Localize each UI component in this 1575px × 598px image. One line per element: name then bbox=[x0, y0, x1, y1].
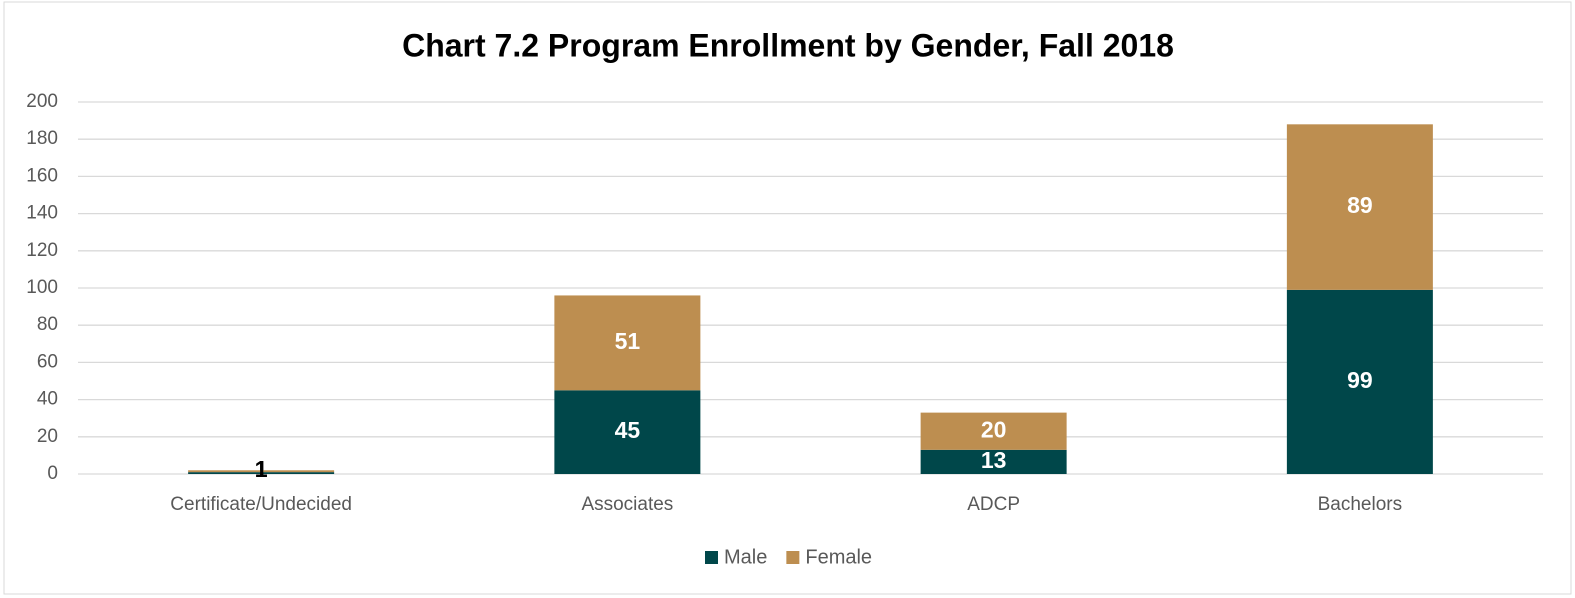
bar-segment bbox=[1286, 124, 1433, 290]
bar-segment bbox=[920, 412, 1067, 450]
y-tick-label: 40 bbox=[37, 389, 58, 410]
bar-segment bbox=[188, 472, 335, 474]
data-label: 20 bbox=[981, 416, 1007, 442]
data-label: 1 bbox=[255, 456, 268, 482]
legend-swatch bbox=[786, 551, 800, 564]
y-tick-label: 200 bbox=[26, 91, 58, 112]
y-tick-label: 0 bbox=[47, 463, 58, 484]
chart-title: Chart 7.2 Program Enrollment by Gender, … bbox=[402, 27, 1174, 63]
y-tick-label: 120 bbox=[26, 240, 58, 261]
legend-label: Male bbox=[724, 546, 767, 568]
y-tick-label: 140 bbox=[26, 203, 58, 224]
data-label: 45 bbox=[615, 417, 641, 443]
y-tick-label: 100 bbox=[26, 277, 58, 298]
x-tick-label: Associates bbox=[581, 494, 673, 515]
y-tick-label: 60 bbox=[37, 351, 58, 372]
data-label: 99 bbox=[1347, 367, 1373, 393]
bar-segment bbox=[188, 470, 335, 473]
data-label: 51 bbox=[615, 328, 641, 354]
x-tick-label: Certificate/Undecided bbox=[170, 494, 352, 515]
x-tick-label: ADCP bbox=[967, 494, 1020, 515]
data-label: 13 bbox=[981, 447, 1007, 473]
y-tick-label: 160 bbox=[26, 165, 58, 186]
y-tick-label: 80 bbox=[37, 314, 58, 335]
y-tick-label: 180 bbox=[26, 128, 58, 149]
bar-segment bbox=[554, 295, 701, 391]
legend-swatch bbox=[705, 551, 718, 564]
data-label: 1 bbox=[255, 456, 268, 482]
bar-segment bbox=[1286, 289, 1433, 474]
x-tick-label: Bachelors bbox=[1318, 494, 1403, 515]
y-tick-label: 20 bbox=[37, 426, 58, 447]
legend-label: Female bbox=[805, 546, 872, 568]
data-label: 89 bbox=[1347, 192, 1373, 218]
bar-segment bbox=[554, 390, 701, 474]
bar-segment bbox=[920, 449, 1067, 474]
